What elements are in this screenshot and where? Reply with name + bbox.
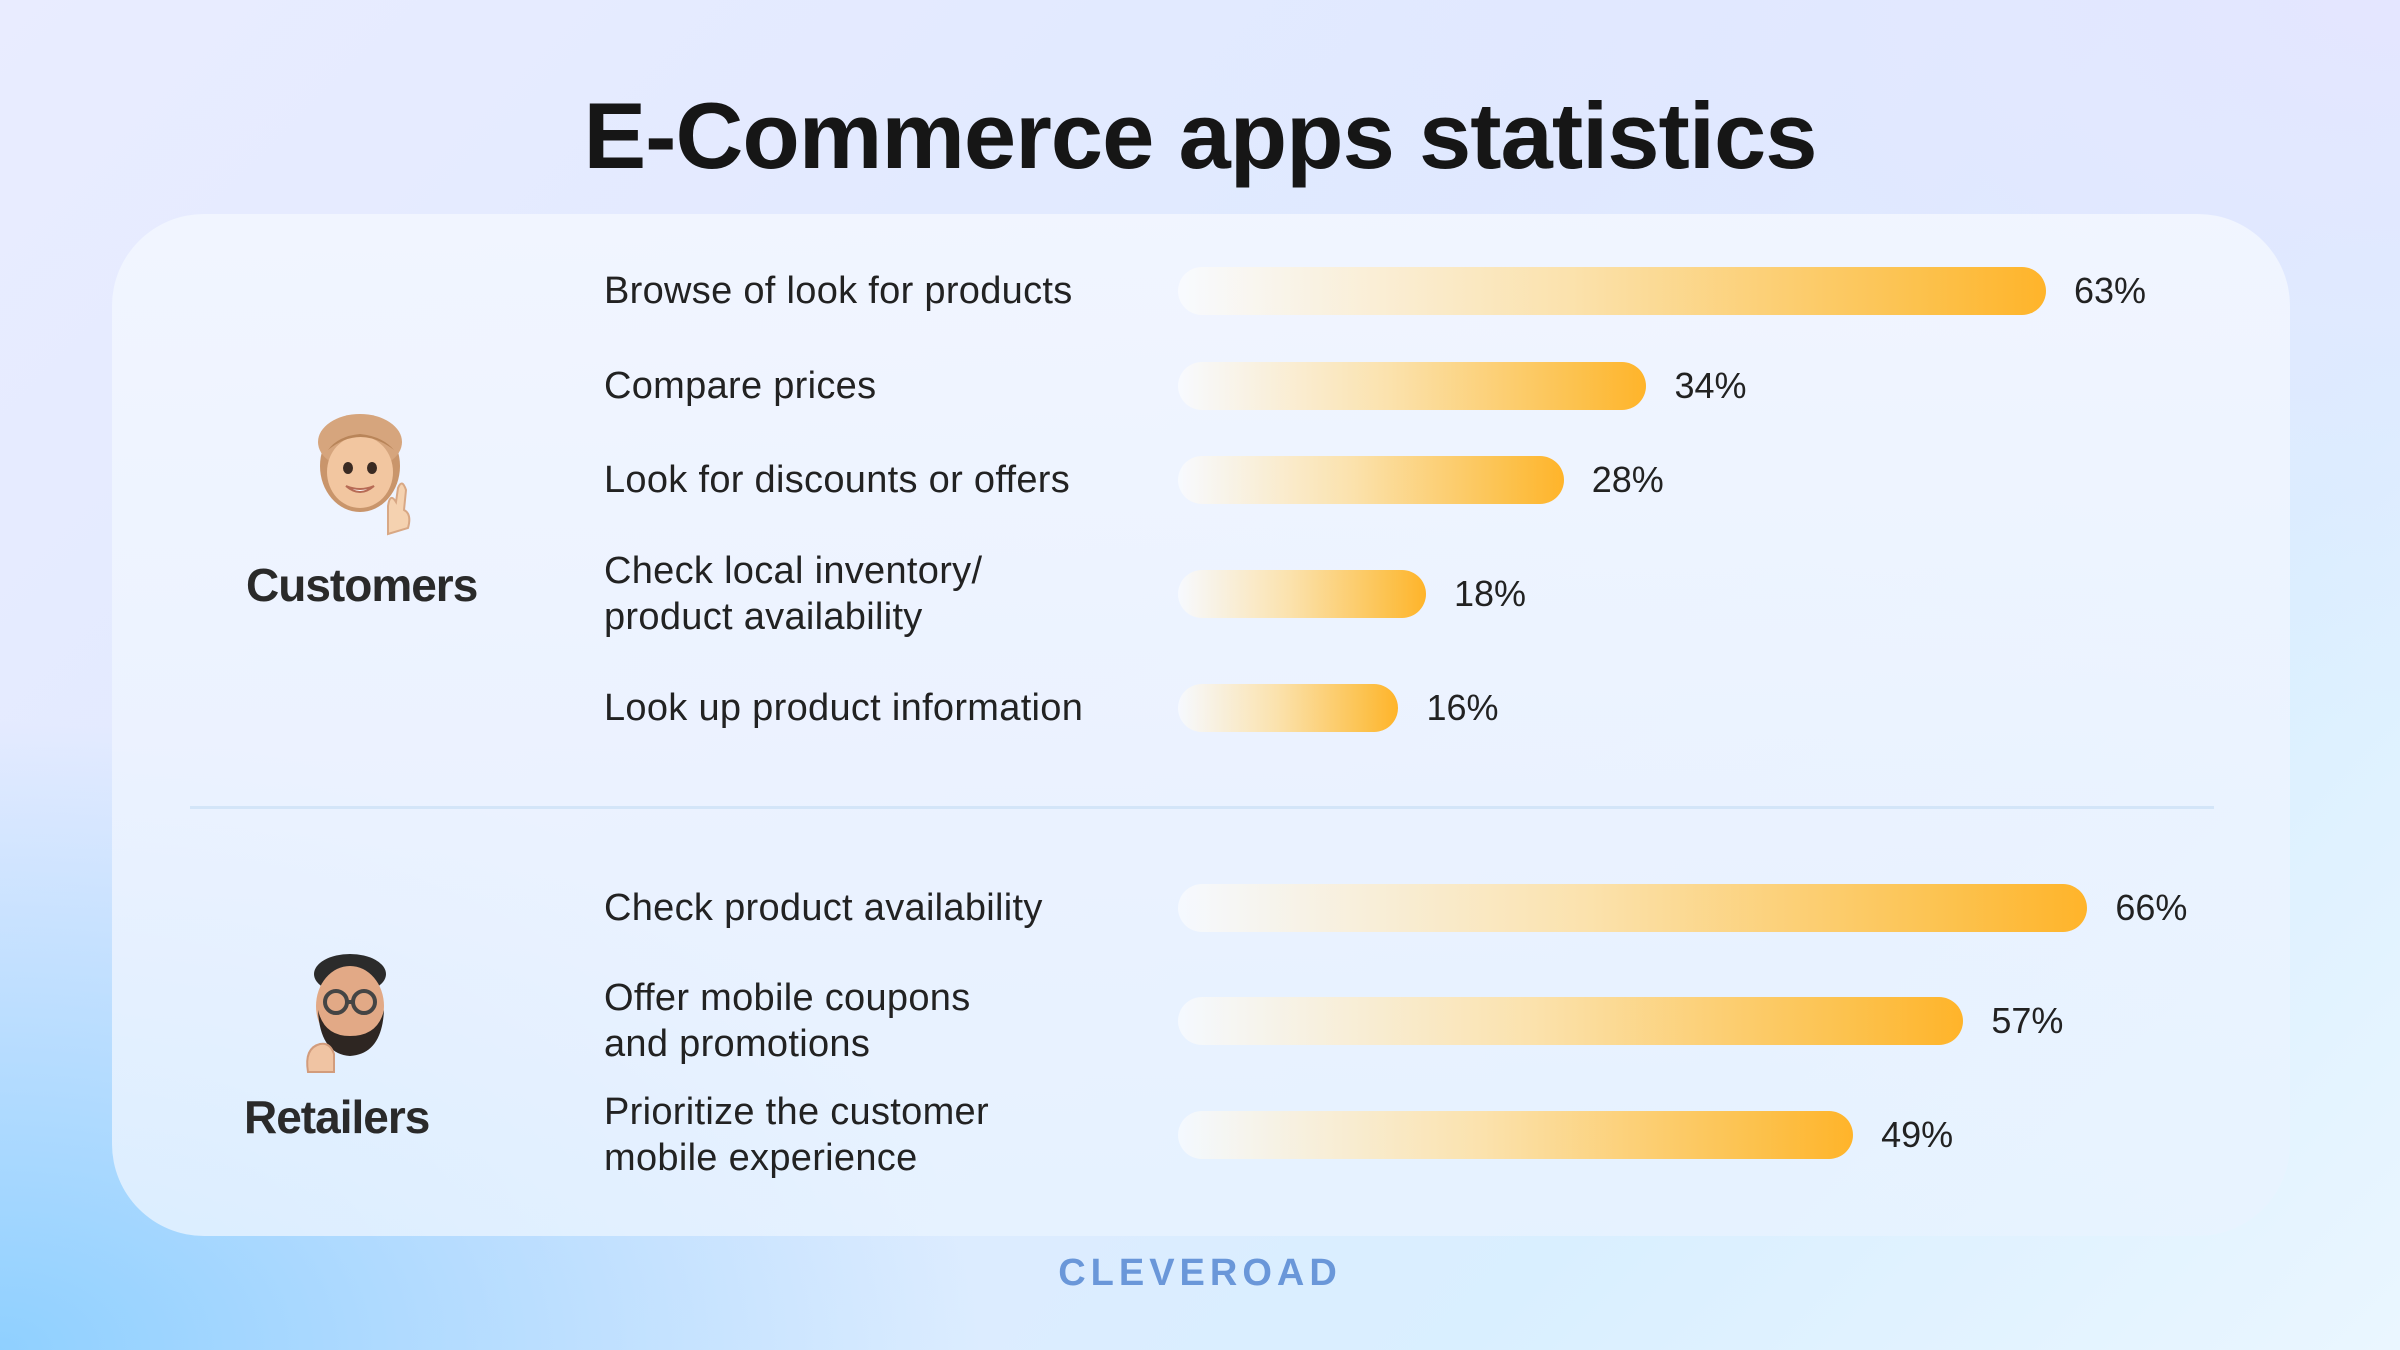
data-label: 16%: [1426, 687, 1499, 728]
bar: [1178, 997, 1964, 1045]
data-label: 57%: [1991, 1000, 2064, 1041]
group-label-customers: Customers: [246, 559, 478, 611]
page-title: E-Commerce apps statistics: [583, 83, 1817, 188]
data-label: 63%: [2074, 270, 2147, 311]
bar: [1178, 1111, 1854, 1159]
brand-logo: CLEVEROAD: [1058, 1252, 1342, 1294]
data-label: 34%: [1674, 365, 1747, 406]
category-label: Check product availability: [604, 887, 1043, 929]
data-label: 28%: [1591, 459, 1664, 500]
bar: [1178, 456, 1564, 504]
data-label: 66%: [2115, 887, 2188, 928]
category-label: Look up product information: [604, 687, 1084, 729]
category-label: Check local inventory/product availabili…: [604, 550, 983, 638]
category-label: Prioritize the customer mobile experience: [604, 1091, 989, 1179]
bar: [1178, 684, 1399, 732]
category-label: Offer mobile coupons and promotions: [604, 977, 971, 1065]
bar: [1178, 884, 2088, 932]
retailer-avatar-icon: [306, 954, 386, 1073]
bar: [1178, 570, 1426, 618]
section-divider: [190, 806, 2214, 809]
category-label: Compare prices: [604, 365, 877, 407]
customer-avatar-icon: [318, 414, 411, 536]
data-label: 18%: [1454, 573, 1527, 614]
category-label: Browse of look for products: [604, 270, 1073, 312]
group-label-retailers: Retailers: [244, 1091, 430, 1143]
data-label: 49%: [1881, 1114, 1954, 1155]
bar: [1178, 362, 1647, 410]
category-label: Look for discounts or offers: [604, 459, 1071, 501]
bar: [1178, 267, 2046, 315]
